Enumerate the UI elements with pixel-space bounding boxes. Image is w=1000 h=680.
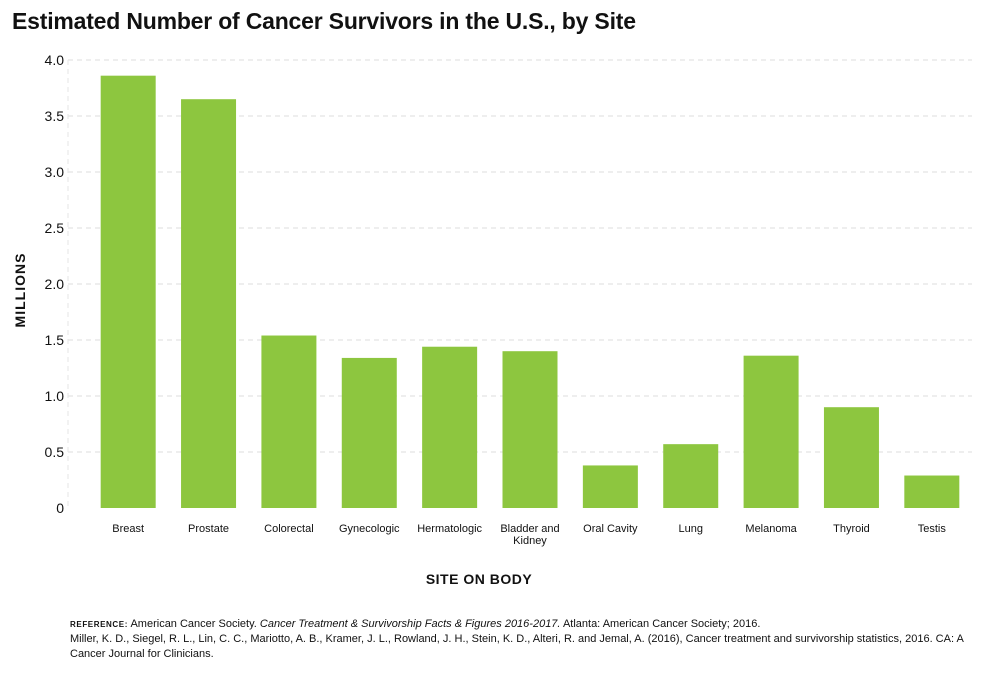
bar xyxy=(502,351,558,508)
bar xyxy=(582,465,638,508)
x-tick-label: Lung xyxy=(678,523,702,535)
x-tick-label: Testis xyxy=(918,523,947,535)
bar xyxy=(823,407,879,508)
x-axis-label: SITE ON BODY xyxy=(426,571,533,587)
reference-line-2: Miller, K. D., Siegel, R. L., Lin, C. C.… xyxy=(70,633,964,660)
x-tick-label: Oral Cavity xyxy=(583,523,638,535)
x-tick-label: Melanoma xyxy=(745,523,797,535)
x-tick-label: Breast xyxy=(112,523,144,535)
references: REFERENCE: American Cancer Society. Canc… xyxy=(70,617,970,662)
bar-chart: 0 0.5 1.0 1.5 2.0 2.5 3.0 3.5 4.0 Breast Prostate… xyxy=(12,52,972,587)
chart-title: Estimated Number of Cancer Survivors in … xyxy=(12,8,636,34)
y-tick-label: 2.0 xyxy=(45,276,65,292)
bar xyxy=(422,346,478,508)
x-tick-label: Hermatologic xyxy=(417,523,482,535)
bar xyxy=(100,75,156,509)
y-tick-label: 3.0 xyxy=(45,164,65,180)
x-tick-label: Bladder and Kidney xyxy=(500,523,559,547)
bar xyxy=(181,99,237,508)
y-tick-label: 0 xyxy=(56,500,64,516)
y-tick-label: 2.5 xyxy=(45,220,65,236)
bar xyxy=(261,335,317,508)
y-axis-label: MILLIONS xyxy=(12,253,28,328)
y-tick-label: 0.5 xyxy=(45,444,65,460)
y-tick-label: 3.5 xyxy=(45,108,65,124)
x-tick-label: Thyroid xyxy=(833,523,870,535)
x-tick-label: Gynecologic xyxy=(339,523,400,535)
y-tick-label: 1.0 xyxy=(45,388,65,404)
bar xyxy=(663,444,719,508)
bar xyxy=(743,355,799,508)
x-tick-label: Prostate xyxy=(188,523,229,535)
y-tick-label: 4.0 xyxy=(45,52,65,68)
bars xyxy=(100,75,960,509)
y-tick-label: 1.5 xyxy=(45,332,65,348)
reference-tag: REFERENCE: xyxy=(70,620,129,629)
y-axis-ticks: 0 0.5 1.0 1.5 2.0 2.5 3.0 3.5 4.0 xyxy=(45,52,65,516)
reference-1-pre: American Cancer Society. xyxy=(130,618,257,630)
reference-1-post: Atlanta: American Cancer Society; 2016. xyxy=(562,618,761,630)
reference-1-title: Cancer Treatment & Survivorship Facts & … xyxy=(259,618,561,630)
bar xyxy=(904,475,960,508)
bar xyxy=(341,357,397,508)
reference-line-1: REFERENCE: American Cancer Society. Canc… xyxy=(70,617,970,632)
x-axis-categories: Breast Prostate Colorectal Gynecologic Herma… xyxy=(112,523,946,547)
x-tick-label: Colorectal xyxy=(264,523,314,535)
